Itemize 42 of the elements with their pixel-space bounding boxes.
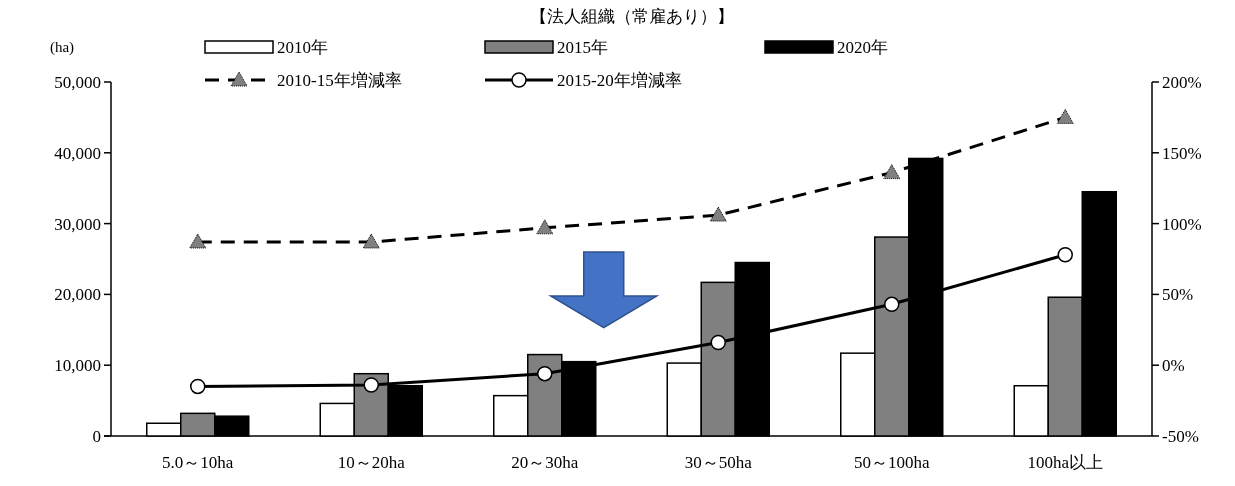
bar bbox=[180, 412, 216, 437]
y-tick-label: 30,000 bbox=[54, 214, 101, 234]
point bbox=[884, 296, 900, 313]
bar bbox=[1047, 296, 1083, 437]
y-tick-label: 20,000 bbox=[54, 285, 101, 305]
legend-label: 2010年 bbox=[277, 38, 328, 57]
point bbox=[537, 365, 553, 382]
y2-tick-label: 100% bbox=[1162, 214, 1202, 234]
point bbox=[710, 334, 726, 351]
bar bbox=[874, 236, 910, 437]
y-tick-label: 10,000 bbox=[54, 356, 101, 376]
point bbox=[1056, 108, 1074, 124]
y2-tick-label: -50% bbox=[1162, 427, 1199, 446]
y2-tick-label: 150% bbox=[1162, 143, 1202, 163]
x-tick-label: 100ha以上 bbox=[1027, 453, 1104, 472]
legend-label: 2015年 bbox=[557, 38, 608, 57]
x-tick-label: 10～20ha bbox=[337, 453, 406, 472]
y2-tick-label: 0% bbox=[1162, 356, 1185, 376]
point bbox=[709, 206, 727, 222]
y-tick-label: 0 bbox=[92, 427, 101, 446]
legend-label: 2020年 bbox=[837, 38, 888, 57]
y-tick-label: 40,000 bbox=[54, 143, 101, 163]
y2-tick-label: 50% bbox=[1162, 285, 1194, 305]
x-tick-label: 30～50ha bbox=[684, 453, 753, 472]
point bbox=[363, 377, 379, 393]
point bbox=[883, 164, 901, 180]
chart-title: 【法人組織（常雇あり）】 bbox=[529, 7, 734, 26]
bar bbox=[700, 281, 736, 437]
y2-tick-label: 200% bbox=[1162, 73, 1202, 92]
legend-label: 2010-15年増減率 bbox=[277, 71, 402, 90]
y-axis-title: (ha) bbox=[49, 39, 75, 56]
point bbox=[189, 233, 207, 249]
x-tick-label: 20～30ha bbox=[511, 453, 579, 472]
legend-label: 2015-20年増減率 bbox=[557, 71, 682, 90]
point bbox=[536, 219, 554, 235]
point bbox=[362, 233, 380, 249]
point bbox=[190, 378, 206, 395]
y-tick-label: 50,000 bbox=[54, 73, 101, 92]
point bbox=[1057, 247, 1073, 263]
x-tick-label: 5.0～10ha bbox=[162, 453, 234, 472]
x-tick-label: 50～100ha bbox=[853, 453, 930, 472]
bar bbox=[527, 353, 563, 437]
